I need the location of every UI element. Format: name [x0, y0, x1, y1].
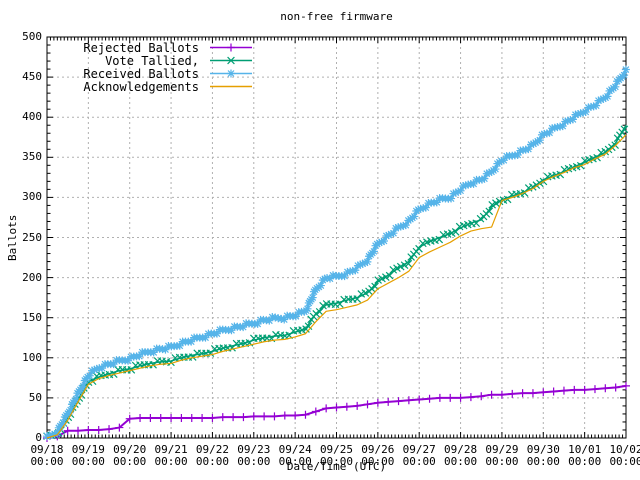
x-tick-label: 09/29 00:00 [485, 443, 519, 468]
x-tick-label: 10/02 00:00 [609, 443, 640, 468]
legend: Rejected Ballots Vote Tallied, Received … [50, 40, 254, 94]
legend-item-acknowledgements: Acknowledgements [50, 79, 254, 94]
y-tick-label: 350 [22, 150, 42, 164]
y-tick-label: 50 [28, 390, 42, 404]
x-tick-label: 09/26 00:00 [361, 443, 395, 468]
x-tick-label: 09/22 00:00 [195, 443, 229, 468]
y-tick-label: 0 [35, 431, 42, 444]
x-tick-label: 09/30 00:00 [526, 443, 560, 468]
x-tick-label: 09/20 00:00 [113, 443, 147, 468]
x-tick-label: 09/19 00:00 [71, 443, 105, 468]
x-axis-title: Date/Time (UTC) [286, 460, 387, 473]
y-tick-label: 250 [22, 230, 42, 244]
legend-label: Acknowledgements [83, 79, 199, 94]
legend-label: Vote Tallied, [105, 53, 199, 68]
x-tick-label: 09/24 00:00 [278, 443, 312, 468]
line-icon [210, 85, 252, 88]
legend-item-received-ballots: Received Ballots [50, 66, 254, 81]
legend-item-rejected-ballots: Rejected Ballots [50, 40, 254, 55]
chart-title: non-free firmware [280, 10, 393, 23]
y-tick-label: 300 [22, 190, 42, 204]
x-tick-label: 10/01 00:00 [568, 443, 602, 468]
y-tick-label: 100 [22, 350, 42, 364]
line-star-marker-icon [210, 69, 252, 78]
y-tick-label: 400 [22, 110, 42, 124]
y-tick-label: 150 [22, 310, 42, 324]
line-plus-marker-icon [210, 43, 252, 52]
x-tick-label: 09/25 00:00 [319, 443, 354, 468]
x-tick-label: 09/18 00:00 [30, 443, 64, 468]
legend-label: Received Ballots [83, 66, 199, 81]
line-cross-marker-icon [210, 56, 252, 65]
y-tick-label: 500 [22, 30, 42, 43]
x-tick-label: 09/28 00:00 [444, 443, 478, 468]
x-tick-label: 09/27 00:00 [402, 443, 436, 468]
x-tick-label: 09/21 00:00 [154, 443, 188, 468]
y-tick-label: 200 [22, 270, 42, 284]
x-tick-label: 09/23 00:00 [237, 443, 271, 468]
legend-label: Rejected Ballots [83, 40, 199, 55]
legend-item-vote-tallied: Vote Tallied, [50, 53, 254, 68]
y-tick-label: 450 [22, 70, 42, 84]
